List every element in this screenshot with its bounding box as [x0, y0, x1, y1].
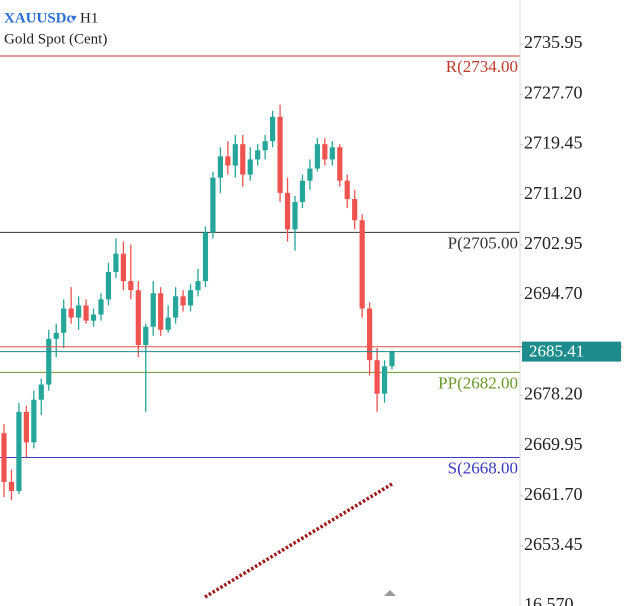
- candle-body: [68, 308, 74, 318]
- y-tick-label: 2727.70: [524, 82, 583, 102]
- price-label: 2685.41: [529, 342, 584, 361]
- candle-body: [16, 411, 22, 492]
- candle-body: [105, 271, 112, 300]
- candle-body: [8, 481, 15, 492]
- candle-body: [195, 281, 201, 291]
- symbol-dropdown[interactable]: ▾: [71, 13, 77, 25]
- candle-body: [98, 299, 104, 315]
- candle-body: [240, 144, 246, 175]
- pivot-label: PP(2682.00: [438, 373, 518, 392]
- candle-body: [307, 168, 313, 181]
- candle-body: [217, 156, 223, 178]
- candle-body: [299, 180, 306, 202]
- y-tick-label: 2719.45: [524, 133, 583, 153]
- candle-body: [76, 305, 82, 318]
- candle-body: [262, 141, 268, 151]
- candle-body: [284, 192, 291, 230]
- candle-body: [359, 220, 365, 309]
- candle-body: [337, 147, 343, 181]
- candle-body: [322, 144, 328, 160]
- y-tick-label: 2669.95: [524, 434, 583, 454]
- candle-body: [31, 399, 37, 443]
- candle-body: [38, 384, 44, 400]
- candle-body: [150, 293, 156, 327]
- candle-body: [90, 314, 97, 321]
- candle-body: [173, 296, 179, 318]
- candle-body: [329, 147, 335, 160]
- candle-body: [374, 360, 380, 394]
- candle-body: [247, 159, 253, 175]
- candle-body: [225, 156, 231, 166]
- symbol[interactable]: XAUUSDc: [4, 10, 74, 26]
- candle-body: [389, 351, 395, 367]
- candle-body: [180, 296, 186, 306]
- candle-body: [1, 433, 7, 482]
- trend-line[interactable]: [204, 482, 393, 599]
- candle-body: [314, 144, 320, 169]
- y-tick-label: 2702.95: [524, 233, 583, 253]
- candle-body: [128, 281, 134, 291]
- candle-body: [23, 411, 29, 443]
- y-tick-label: 2653.45: [524, 534, 583, 554]
- candle-body: [277, 116, 283, 193]
- y-tick-label: 2711.20: [524, 183, 582, 203]
- candle-body: [46, 338, 52, 385]
- candle-body: [143, 326, 149, 345]
- candle-body: [202, 232, 209, 282]
- candle-body: [210, 177, 216, 233]
- pivot-label: P(2705.00: [448, 233, 518, 252]
- bottom-label: 16.570: [524, 594, 574, 606]
- candle-body: [113, 253, 119, 272]
- candle-body: [352, 198, 358, 221]
- candle-body: [367, 308, 373, 361]
- scroll-marker: [384, 590, 396, 596]
- timeframe[interactable]: H1: [80, 10, 98, 26]
- candle-body: [270, 116, 276, 142]
- candle-body: [381, 366, 388, 394]
- y-tick-label: 2661.70: [524, 484, 583, 504]
- subtitle: Gold Spot (Cent): [4, 31, 107, 47]
- candle-body: [120, 253, 126, 282]
- candle-body: [187, 290, 194, 306]
- candle-body: [232, 144, 238, 166]
- candle-body: [158, 293, 164, 330]
- candle-body: [292, 202, 298, 230]
- price-box: [522, 341, 621, 362]
- candle-body: [135, 290, 141, 345]
- candle-body: [53, 332, 59, 339]
- y-tick-label: 2678.20: [524, 384, 583, 404]
- candle-body: [61, 308, 67, 333]
- candle-body: [83, 305, 89, 321]
- y-tick-label: 2735.95: [524, 32, 583, 52]
- pivot-label: R(2734.00: [446, 57, 518, 76]
- y-tick-label: 2694.70: [524, 283, 583, 303]
- candle-body: [165, 317, 171, 330]
- pivot-label: S(2668.00: [448, 458, 518, 477]
- candle-body: [344, 180, 350, 199]
- candle-body: [255, 150, 261, 160]
